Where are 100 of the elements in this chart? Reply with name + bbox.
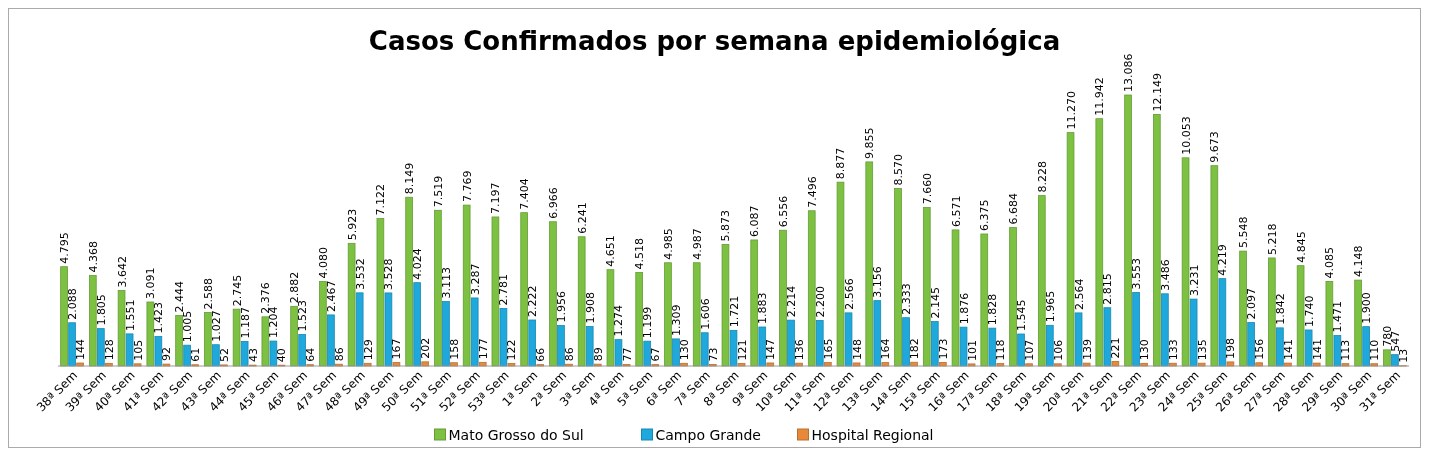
data-label: 6.684 [1007, 193, 1021, 225]
data-label: 6.375 [978, 199, 992, 231]
data-label: 4.845 [1294, 231, 1308, 263]
data-label: 7.197 [489, 182, 503, 214]
data-label: 167 [390, 338, 404, 360]
data-label: 3.287 [468, 263, 482, 295]
data-label: 121 [735, 339, 749, 361]
data-label: 4.080 [316, 247, 330, 279]
data-label: 173 [936, 338, 950, 360]
data-label: 2.444 [173, 280, 187, 313]
legend-label: Hospital Regional [811, 427, 934, 443]
data-label: 4.985 [661, 228, 675, 260]
data-label: 13.086 [1122, 53, 1136, 92]
data-label: 141 [1310, 339, 1324, 361]
data-label: 77 [620, 347, 634, 362]
data-label: 2.745 [230, 274, 244, 307]
data-label: 3.528 [382, 258, 396, 290]
data-label: 4.148 [1352, 245, 1366, 278]
data-label: 2.097 [1245, 288, 1259, 320]
data-label: 12.149 [1150, 72, 1164, 112]
data-label: 8.570 [892, 154, 906, 186]
data-label: 7.769 [460, 170, 474, 203]
data-label: 9.855 [863, 127, 877, 159]
data-label: 40 [275, 348, 289, 363]
data-label: 101 [965, 339, 979, 361]
data-label: 135 [1195, 339, 1209, 361]
data-label: 1.740 [1302, 295, 1316, 327]
data-label: 5.923 [345, 208, 359, 241]
data-label: 144 [74, 339, 88, 361]
data-label: 92 [160, 347, 174, 362]
data-label: 3.231 [1187, 264, 1201, 297]
data-label: 6.241 [575, 202, 589, 234]
data-label: 158 [447, 338, 461, 360]
data-label: 7.519 [431, 175, 445, 208]
data-label: 141 [1281, 339, 1295, 361]
data-label: 7.496 [805, 176, 819, 208]
data-label: 3.553 [1130, 257, 1144, 290]
data-label: 4.795 [58, 232, 72, 264]
data-label: 3.642 [115, 256, 129, 288]
data-label: 106 [1051, 339, 1065, 361]
data-label: 221 [1109, 337, 1123, 359]
data-label: 2.200 [813, 285, 827, 318]
data-label: 1.805 [94, 294, 108, 326]
data-label: 148 [850, 338, 864, 360]
data-label: 198 [1224, 337, 1238, 359]
data-label: 147 [764, 338, 778, 360]
data-label: 133 [1166, 339, 1180, 361]
data-label: 4.651 [604, 235, 618, 267]
data-label: 73 [706, 347, 720, 362]
data-label: 1.876 [957, 292, 971, 325]
data-label: 164 [879, 338, 893, 360]
data-label: 130 [678, 339, 692, 361]
data-label: 2.467 [324, 280, 338, 312]
data-label: 107 [1023, 339, 1037, 361]
data-label: 1.721 [727, 295, 741, 328]
data-label: 7.660 [920, 172, 934, 205]
data-label: 1.828 [986, 293, 1000, 326]
chart-title: Casos Confirmados por semana epidemiológica [368, 26, 1061, 56]
data-label: 3.532 [353, 258, 367, 290]
data-label: 1.551 [123, 299, 137, 331]
data-label: 110 [1368, 339, 1382, 361]
data-label: 2.781 [497, 273, 511, 306]
data-label: 8.149 [403, 162, 417, 195]
data-label: 136 [793, 339, 807, 361]
legend-label: Campo Grande [655, 427, 761, 443]
data-label: 61 [189, 347, 203, 362]
data-label: 2.088 [66, 288, 80, 320]
data-label: 165 [821, 338, 835, 360]
data-label: 2.222 [526, 285, 540, 317]
data-label: 2.214 [785, 285, 799, 318]
data-label: 89 [591, 347, 605, 362]
data-label: 4.987 [690, 228, 704, 260]
data-label: 7.404 [518, 178, 532, 210]
data-label: 8.228 [1035, 161, 1049, 193]
data-label: 9.673 [1208, 131, 1222, 163]
data-label: 1.842 [1273, 293, 1287, 325]
data-label: 1.199 [641, 306, 655, 339]
data-label: 4.368 [86, 241, 100, 273]
legend-label: Mato Grosso do Sul [448, 427, 584, 443]
data-label: 4.085 [1323, 246, 1337, 279]
data-label: 6.966 [546, 187, 560, 219]
data-label: 6.571 [949, 195, 963, 227]
data-label: 177 [476, 338, 490, 360]
data-label: 13 [1396, 348, 1410, 363]
data-label: 1.309 [669, 304, 683, 336]
data-label: 202 [419, 337, 433, 359]
data-label: 4.024 [411, 248, 425, 280]
data-label: 6.556 [776, 195, 790, 228]
data-label: 1.274 [612, 305, 626, 337]
data-label: 1.965 [1043, 290, 1057, 323]
data-label: 64 [304, 347, 318, 362]
data-label: 2.145 [928, 287, 942, 319]
data-label: 139 [1080, 339, 1094, 361]
data-label: 1.606 [698, 298, 712, 330]
data-label: 1.471 [1331, 301, 1345, 333]
data-label: 1.423 [152, 302, 166, 334]
data-label: 8.877 [834, 147, 848, 180]
data-label: 2.564 [1072, 278, 1086, 310]
data-label: 1.956 [554, 290, 568, 323]
data-label: 128 [102, 339, 116, 361]
